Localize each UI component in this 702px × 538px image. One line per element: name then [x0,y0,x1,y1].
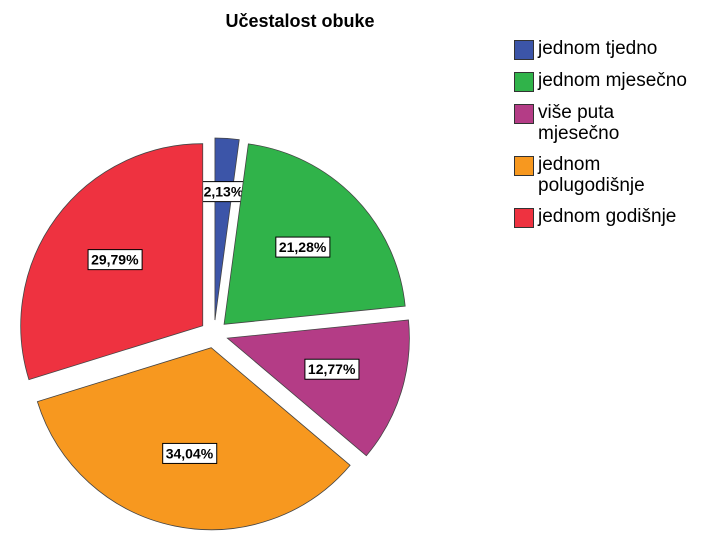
legend-label: više puta mjesečno [538,102,620,144]
data-label-box [87,249,143,271]
legend-label: jednom godišnje [538,206,677,227]
data-label: 2,13% [204,184,244,200]
legend-label: jednom mjesečno [538,70,687,91]
legend-item: jednom mjesečno [514,70,700,92]
pie-slice [223,143,406,325]
legend-item: više puta mjesečno [514,102,700,144]
legend-item: jednom godišnje [514,206,700,228]
pie-slice [36,347,351,531]
legend-swatch [514,104,534,124]
legend: jednom tjedno jednom mjesečno više puta mj… [514,38,700,238]
legend-swatch [514,208,534,228]
legend-label: jednom tjedno [538,38,658,59]
data-label: 21,28% [279,239,327,255]
data-label-box [275,236,331,258]
data-label: 12,77% [308,361,356,377]
data-label-box [304,358,360,380]
pie-slice [226,319,410,457]
data-label: 29,79% [91,252,139,268]
legend-swatch [514,40,534,60]
data-label-box [162,442,218,464]
chart-title: Učestalost obuke [225,11,374,31]
legend-swatch [514,72,534,92]
legend-item: jednom tjedno [514,38,700,60]
legend-label: jednom polugodišnje [538,154,645,196]
legend-item: jednom polugodišnje [514,154,700,196]
legend-swatch [514,156,534,176]
data-label: 34,04% [166,445,214,461]
